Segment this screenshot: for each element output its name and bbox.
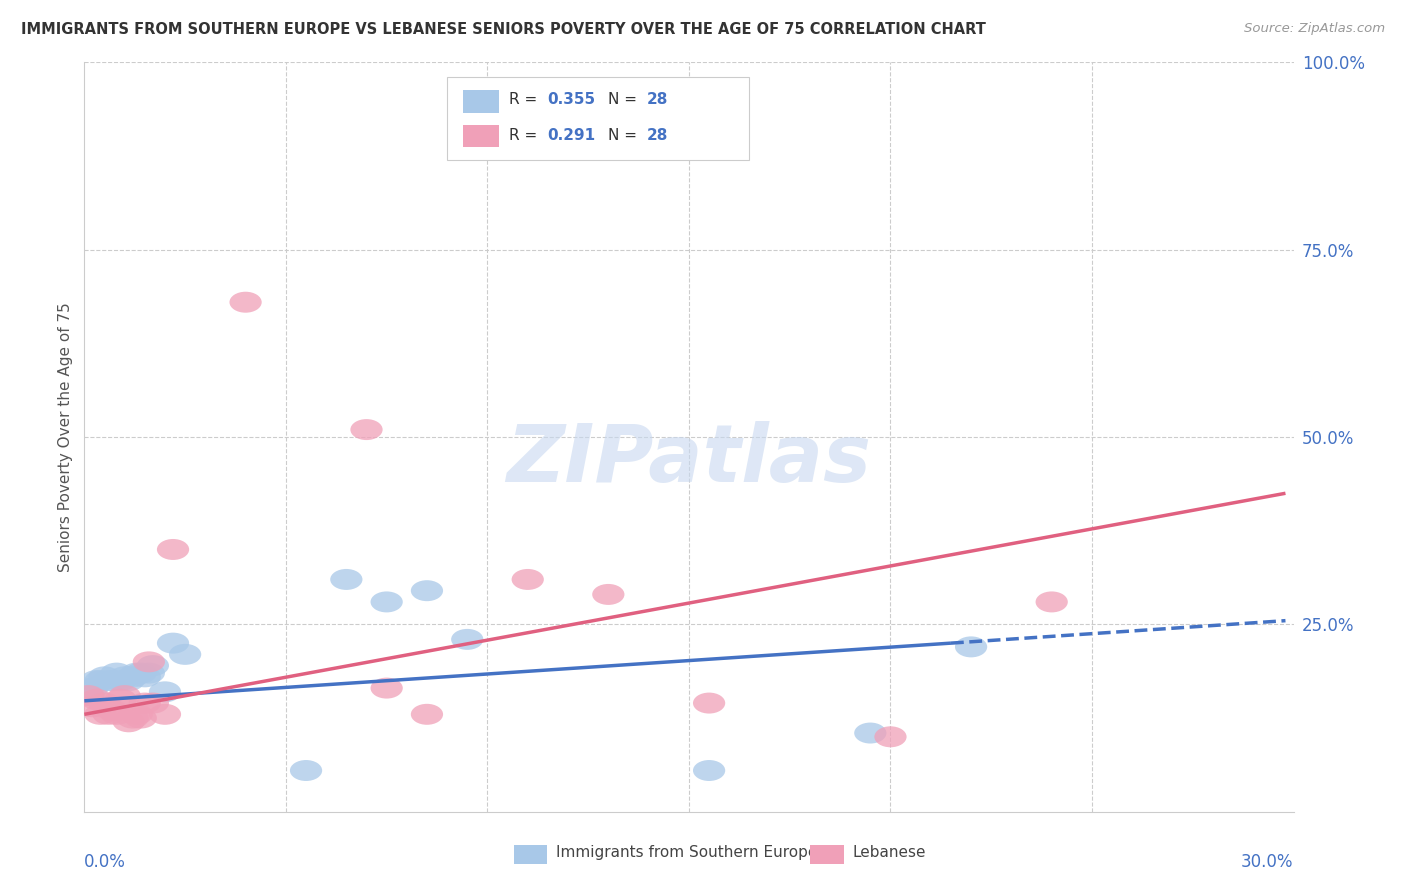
Ellipse shape — [290, 760, 322, 781]
FancyBboxPatch shape — [447, 78, 749, 160]
Ellipse shape — [875, 726, 907, 747]
Ellipse shape — [371, 678, 402, 698]
Ellipse shape — [121, 663, 153, 683]
Text: 0.291: 0.291 — [547, 128, 596, 143]
Ellipse shape — [100, 663, 132, 683]
Ellipse shape — [117, 707, 149, 729]
Ellipse shape — [693, 692, 725, 714]
Ellipse shape — [855, 723, 886, 744]
Ellipse shape — [169, 644, 201, 665]
Ellipse shape — [125, 663, 157, 683]
Ellipse shape — [121, 704, 153, 725]
Text: ZIPatlas: ZIPatlas — [506, 420, 872, 499]
Text: 30.0%: 30.0% — [1241, 853, 1294, 871]
Ellipse shape — [80, 689, 112, 710]
Ellipse shape — [100, 704, 132, 725]
Ellipse shape — [136, 692, 169, 714]
Ellipse shape — [80, 670, 112, 691]
Ellipse shape — [693, 760, 725, 781]
Ellipse shape — [112, 711, 145, 732]
Ellipse shape — [411, 704, 443, 725]
Text: R =: R = — [509, 93, 541, 107]
Text: R =: R = — [509, 128, 541, 143]
Ellipse shape — [330, 569, 363, 590]
Text: Immigrants from Southern Europe: Immigrants from Southern Europe — [555, 846, 817, 861]
Ellipse shape — [371, 591, 402, 613]
Ellipse shape — [512, 569, 544, 590]
Y-axis label: Seniors Poverty Over the Age of 75: Seniors Poverty Over the Age of 75 — [58, 302, 73, 572]
Text: Lebanese: Lebanese — [852, 846, 925, 861]
Text: IMMIGRANTS FROM SOUTHERN EUROPE VS LEBANESE SENIORS POVERTY OVER THE AGE OF 75 C: IMMIGRANTS FROM SOUTHERN EUROPE VS LEBAN… — [21, 22, 986, 37]
Text: N =: N = — [607, 93, 641, 107]
Text: N =: N = — [607, 128, 641, 143]
Ellipse shape — [93, 704, 125, 725]
FancyBboxPatch shape — [463, 90, 499, 112]
Ellipse shape — [89, 692, 121, 714]
Ellipse shape — [132, 651, 165, 673]
Ellipse shape — [72, 685, 104, 706]
Ellipse shape — [129, 666, 160, 688]
Ellipse shape — [350, 419, 382, 440]
Ellipse shape — [157, 632, 190, 654]
Ellipse shape — [97, 700, 129, 721]
Ellipse shape — [132, 663, 165, 683]
FancyBboxPatch shape — [810, 845, 844, 864]
Text: 28: 28 — [647, 93, 668, 107]
Ellipse shape — [117, 666, 149, 688]
Ellipse shape — [108, 685, 141, 706]
Ellipse shape — [72, 685, 104, 706]
Ellipse shape — [108, 666, 141, 688]
Text: 0.0%: 0.0% — [84, 853, 127, 871]
Ellipse shape — [129, 692, 160, 714]
Ellipse shape — [229, 292, 262, 313]
Ellipse shape — [149, 704, 181, 725]
Ellipse shape — [89, 666, 121, 688]
Ellipse shape — [84, 704, 117, 725]
Ellipse shape — [451, 629, 484, 650]
Text: 28: 28 — [647, 128, 668, 143]
Ellipse shape — [104, 689, 136, 710]
Ellipse shape — [125, 707, 157, 729]
Ellipse shape — [104, 670, 136, 691]
Ellipse shape — [76, 678, 108, 698]
FancyBboxPatch shape — [463, 125, 499, 147]
Ellipse shape — [411, 580, 443, 601]
Text: Source: ZipAtlas.com: Source: ZipAtlas.com — [1244, 22, 1385, 36]
Ellipse shape — [1036, 591, 1067, 613]
Ellipse shape — [84, 670, 117, 691]
Ellipse shape — [76, 697, 108, 717]
Ellipse shape — [93, 670, 125, 691]
Ellipse shape — [112, 670, 145, 691]
Ellipse shape — [157, 539, 190, 560]
Ellipse shape — [149, 681, 181, 702]
Ellipse shape — [136, 655, 169, 676]
Ellipse shape — [97, 670, 129, 691]
FancyBboxPatch shape — [513, 845, 547, 864]
Text: 0.355: 0.355 — [547, 93, 596, 107]
Ellipse shape — [955, 636, 987, 657]
Ellipse shape — [592, 584, 624, 605]
